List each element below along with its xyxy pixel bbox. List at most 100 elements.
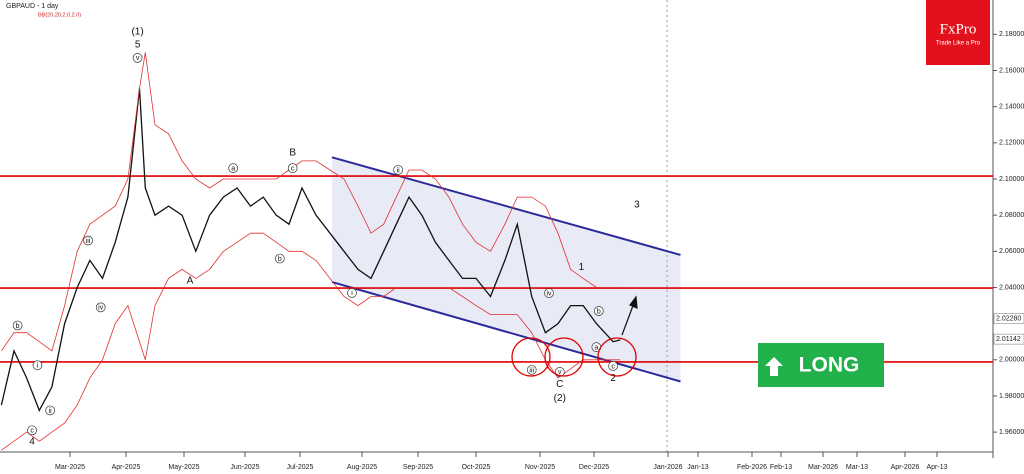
annotation-circle — [393, 165, 403, 175]
logo-tagline: Trade Like a Pro — [936, 41, 981, 47]
x-tick-label: Mar-13 — [846, 464, 868, 471]
highlight-circle — [544, 337, 584, 377]
x-tick-label: Oct-2025 — [462, 464, 491, 471]
wave-label: (2) — [554, 393, 566, 404]
y-tick-label: 2.12000 — [999, 140, 1024, 147]
x-tick-label: Mar-2025 — [55, 464, 85, 471]
signal-badge: LONG — [758, 343, 884, 387]
x-tick-label: Feb-13 — [770, 464, 792, 471]
wave-label: c — [611, 363, 615, 370]
wave-label: iii — [529, 367, 534, 374]
annotation-circle — [287, 163, 298, 173]
x-tick-label: Sep-2025 — [403, 464, 433, 471]
wave-label: ii — [397, 167, 401, 174]
y-tick-label: 2.14000 — [999, 104, 1024, 111]
wave-label: (1) — [131, 26, 143, 37]
wave-label: b — [597, 308, 601, 315]
highlight-circle — [511, 337, 551, 377]
wave-label: iv — [546, 290, 552, 297]
x-tick-label: Aug-2025 — [347, 464, 377, 471]
annotation-circle — [95, 302, 106, 313]
wave-label: 1 — [579, 262, 585, 273]
y-tick-label: 2.04000 — [999, 284, 1024, 291]
annotation-circle — [608, 361, 618, 371]
y-tick-label: 1.96000 — [999, 429, 1024, 436]
annotation-circle — [593, 306, 604, 316]
logo-name: FxPro — [940, 21, 977, 37]
signal-text: LONG — [799, 354, 860, 377]
x-tick-label: Jan-13 — [687, 464, 709, 471]
wave-label: 2 — [610, 373, 616, 384]
wave-label: iii — [86, 238, 91, 245]
wave-label: c — [291, 165, 295, 172]
wave-label: b — [16, 323, 20, 330]
x-tick-label: Jan-2026 — [653, 464, 682, 471]
wave-label: b — [278, 256, 282, 263]
x-tick-label: Apr-2026 — [891, 464, 920, 471]
wave-label: i — [37, 363, 39, 370]
wave-label: a — [594, 344, 598, 351]
band-line — [1, 52, 621, 352]
y-tick-label: 2.10000 — [999, 176, 1024, 183]
price-marker — [993, 333, 1024, 345]
annotation-circle — [12, 320, 23, 331]
arrow-head — [629, 295, 638, 309]
x-tick-label: May-2025 — [168, 464, 199, 471]
x-tick-label: Apr-2025 — [112, 464, 141, 471]
price-line — [0, 88, 621, 412]
y-tick-label: 2.00000 — [999, 357, 1024, 364]
highlight-circle — [597, 337, 637, 377]
x-tick-label: Jun-2025 — [230, 464, 259, 471]
wave-label: 4 — [29, 436, 35, 447]
wave-label: i — [351, 290, 353, 297]
x-tick-label: Mar-2026 — [808, 464, 838, 471]
y-tick-label: 1.98000 — [999, 393, 1024, 400]
logo: FxPro Trade Like a Pro — [926, 0, 990, 65]
wave-label: C — [556, 379, 563, 390]
wave-label: iv — [98, 305, 104, 312]
wave-label: a — [231, 165, 235, 172]
wave-label: 3 — [634, 199, 640, 210]
wave-label: B — [289, 147, 296, 158]
channel-fill — [332, 157, 681, 382]
wave-label: A — [187, 275, 194, 286]
y-tick-label: 2.08000 — [999, 212, 1024, 219]
channel-line — [331, 156, 681, 256]
x-tick-label: Nov-2025 — [525, 464, 555, 471]
annotation-circle — [274, 253, 285, 264]
annotation-circle — [83, 235, 93, 246]
wave-label: ii — [49, 408, 53, 415]
wave-label: 5 — [135, 39, 141, 50]
price-marker-label: 2.02280 — [996, 315, 1021, 322]
annotation-circle — [347, 288, 357, 298]
highlight-circles — [511, 337, 637, 377]
annotation-circle — [27, 425, 37, 436]
arrow-shaft — [621, 302, 635, 336]
y-tick-label: 2.16000 — [999, 67, 1024, 74]
band-line — [1, 232, 621, 451]
price-marker-label: 2.01142 — [996, 336, 1021, 343]
annotation-circle — [554, 367, 565, 377]
x-tick-label: Feb-2026 — [737, 464, 767, 471]
x-tick-label: Jul-2025 — [287, 464, 314, 471]
signal-arrow — [765, 357, 783, 376]
background-layer — [332, 157, 681, 382]
annotation-circle — [228, 163, 239, 173]
x-tick-label: Apr-13 — [926, 464, 947, 471]
annotation-circle — [526, 365, 537, 375]
annotation-circle — [45, 405, 55, 416]
y-tick-label: 2.18000 — [999, 31, 1024, 38]
annotation-circle — [32, 360, 43, 371]
indicator-label: BB(20,20,2.0,2.0) — [38, 12, 81, 18]
annotation-circle — [132, 53, 143, 63]
price-marker — [993, 313, 1024, 324]
annotation-circle — [544, 288, 554, 298]
logo-box — [926, 0, 990, 65]
x-tick-label: Dec-2025 — [579, 464, 609, 471]
projection-arrow — [621, 295, 638, 336]
wave-label: v — [558, 369, 562, 376]
chart-title: GBPAUD - 1 day — [6, 3, 59, 10]
wave-label: c — [30, 428, 34, 435]
y-tick-label: 2.06000 — [999, 248, 1024, 255]
